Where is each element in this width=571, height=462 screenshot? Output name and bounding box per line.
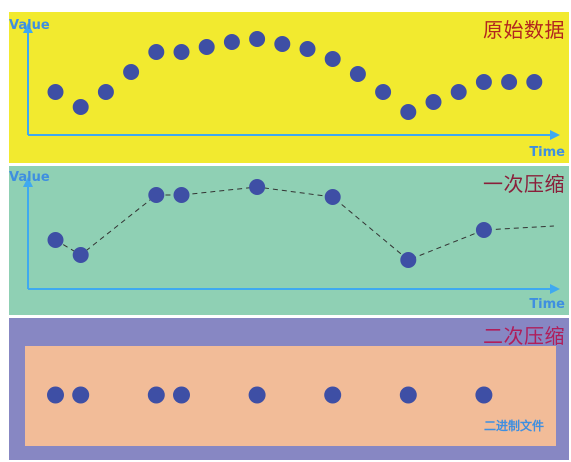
binary-dots [47, 386, 493, 404]
raw-data-point [425, 94, 442, 110]
binary-data-point [147, 386, 165, 404]
raw-data-point [123, 64, 140, 80]
raw-data-point [223, 34, 240, 50]
raw-data-point [324, 51, 341, 67]
raw-data-point [274, 36, 291, 52]
binary-data-point [173, 386, 190, 404]
raw-data-plot [23, 23, 560, 140]
first-x-axis-arrow [550, 284, 560, 294]
binary-data-point [248, 386, 266, 404]
first-y-axis-arrow [23, 177, 33, 187]
raw-data-point [173, 44, 190, 60]
compressed-data-point [324, 189, 341, 205]
second-compression-title: 二次压缩 [483, 324, 565, 348]
raw-data-point [400, 104, 417, 120]
compressed-data-point [173, 187, 190, 203]
raw-x-axis-label: Time [529, 145, 565, 160]
binary-data-point [475, 386, 493, 404]
compressed-data-point [148, 187, 165, 203]
raw-data-point [375, 84, 392, 100]
raw-y-axis-label: Value [9, 18, 50, 33]
raw-data-point [450, 84, 467, 100]
compressed-data-point [72, 247, 89, 263]
raw-data-point [526, 74, 543, 90]
raw-data-point [47, 84, 64, 100]
raw-y-axis-arrow [23, 23, 33, 33]
binary-data-point [324, 386, 342, 404]
compressed-data-point [249, 179, 266, 195]
binary-file-box: 二进制文件 [25, 346, 556, 446]
raw-data-point [148, 44, 165, 60]
raw-data-point [97, 84, 114, 100]
first-compression-title: 一次压缩 [483, 172, 565, 196]
binary-data-point [47, 386, 64, 404]
compression-line [55, 186, 554, 261]
binary-file-label: 二进制文件 [483, 419, 544, 433]
first-x-axis-label: Time [529, 297, 565, 312]
raw-data-point [299, 41, 316, 57]
binary-data-point [72, 386, 90, 404]
raw-data-point [475, 74, 492, 90]
raw-data-title: 原始数据 [483, 18, 565, 42]
raw-data-panel: Value Time 原始数据 [9, 12, 569, 163]
first-compression-plot [23, 177, 560, 294]
raw-data-point [501, 74, 518, 90]
compressed-data-point [475, 222, 492, 238]
raw-data-point [249, 31, 266, 47]
binary-data-point [399, 386, 417, 404]
first-y-axis-label: Value [9, 170, 50, 185]
compressed-data-point [400, 252, 417, 268]
raw-data-point [349, 66, 366, 82]
raw-data-point [198, 39, 215, 55]
second-compression-panel: 二次压缩 二进制文件 [9, 318, 569, 460]
raw-x-axis-arrow [550, 130, 560, 140]
raw-data-point [72, 99, 89, 115]
first-compression-panel: Value Time 一次压缩 [9, 166, 569, 315]
compressed-data-point [47, 232, 64, 248]
